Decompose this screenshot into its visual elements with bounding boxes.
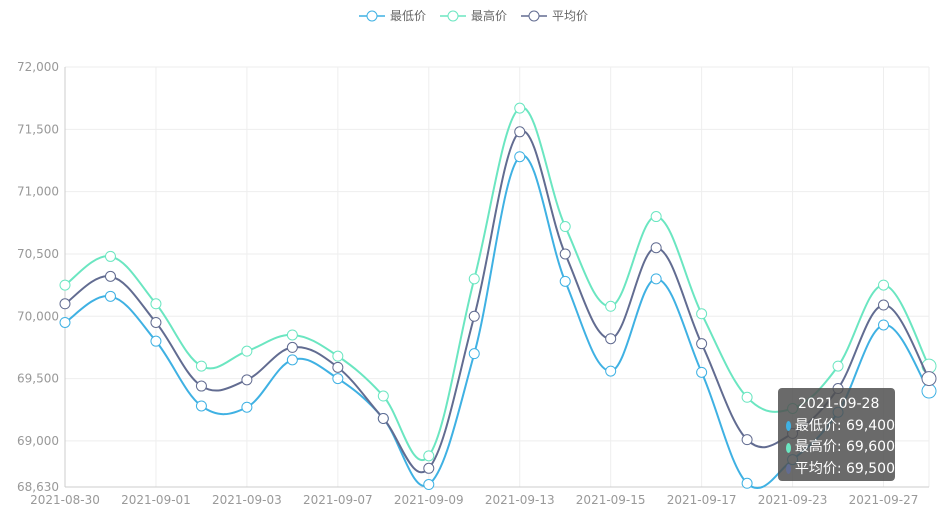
tooltip-row-avg: 平均价: 69,500: [786, 459, 895, 481]
point-high: [650, 211, 662, 223]
legend-avg-icon: [521, 10, 547, 21]
x-tick-label: 2021-08-30: [30, 493, 100, 507]
point-avg: [423, 462, 435, 474]
point-high: [832, 360, 844, 372]
point-avg: [332, 361, 344, 373]
point-high: [559, 221, 571, 233]
x-tick-label: 2021-09-03: [212, 493, 282, 507]
y-tick-label: 70,500: [17, 247, 59, 261]
point-avg: [195, 380, 207, 392]
point-high: [741, 391, 753, 403]
point-low: [195, 400, 207, 412]
point-avg: [104, 270, 116, 282]
point-high: [332, 350, 344, 362]
point-low: [468, 348, 480, 360]
point-avg: [377, 412, 389, 424]
y-tick-label: 71,000: [17, 185, 59, 199]
point-low: [605, 365, 617, 377]
legend-avg-label: 平均价: [552, 9, 589, 23]
x-tick-label: 2021-09-09: [394, 493, 464, 507]
point-low: [741, 477, 753, 489]
point-high: [195, 360, 207, 372]
legend-low-label: 最低价: [389, 9, 426, 23]
point-avg: [514, 126, 526, 138]
y-tick-label: 70,000: [17, 309, 59, 323]
point-avg: [741, 434, 753, 446]
point-high: [377, 390, 389, 402]
legend-high-icon: [439, 10, 466, 21]
point-low: [241, 401, 253, 413]
tooltip-title: 2021-09-28: [798, 396, 880, 412]
point-low: [921, 383, 937, 399]
point-avg: [921, 371, 937, 387]
x-tick-label: 2021-09-13: [485, 493, 555, 507]
point-high: [514, 102, 526, 114]
point-low: [59, 316, 71, 328]
tooltip-avg-dot-icon: [786, 464, 791, 475]
x-tick-label: 2021-09-15: [576, 493, 646, 507]
point-low: [332, 373, 344, 385]
x-tick-label: 2021-09-07: [303, 493, 373, 507]
y-tick-label: 69,500: [17, 372, 59, 386]
tooltip: 2021-09-28 最低价: 69,400 最高价: 69,600 平均价: …: [778, 388, 895, 481]
legend-high-label: 最高价: [470, 9, 507, 23]
legend-item-high[interactable]: 最高价: [439, 7, 507, 24]
point-low: [696, 366, 708, 378]
point-high: [286, 329, 298, 341]
legend-low-icon: [358, 10, 385, 21]
point-low: [104, 290, 116, 302]
point-avg: [286, 341, 298, 353]
x-tick-label: 2021-09-01: [121, 493, 191, 507]
point-avg: [241, 374, 253, 386]
point-high: [696, 308, 708, 320]
tooltip-low-text: 最低价: 69,400: [794, 417, 895, 434]
point-high: [605, 300, 617, 312]
point-high: [878, 279, 890, 291]
point-low: [559, 275, 571, 287]
point-avg: [59, 298, 71, 310]
tooltip-high-dot-icon: [786, 442, 791, 453]
tooltip-row-low: 最低价: 69,400: [786, 416, 895, 438]
point-avg: [696, 338, 708, 350]
tooltip-avg-text: 平均价: 69,500: [794, 460, 895, 477]
point-high: [468, 273, 480, 285]
point-low: [286, 354, 298, 366]
x-tick-label: 2021-09-27: [849, 493, 919, 507]
point-avg: [559, 248, 571, 260]
point-high: [241, 345, 253, 357]
tooltip-row-high: 最高价: 69,600: [786, 437, 895, 459]
point-avg: [650, 242, 662, 254]
point-high: [104, 250, 116, 262]
legend-item-low[interactable]: 最低价: [358, 7, 426, 24]
point-high: [423, 450, 435, 462]
tooltip-low-dot-icon: [786, 421, 791, 432]
point-low: [878, 319, 890, 331]
x-tick-label: 2021-09-17: [667, 493, 737, 507]
legend: 最低价 最高价 平均价: [0, 7, 947, 24]
point-avg: [878, 299, 890, 311]
y-tick-label: 69,000: [17, 434, 59, 448]
point-high: [150, 298, 162, 310]
point-low: [650, 273, 662, 285]
point-low: [514, 151, 526, 163]
tooltip-high-text: 最高价: 69,600: [794, 439, 895, 455]
point-low: [423, 479, 435, 491]
point-low: [150, 335, 162, 347]
x-tick-label: 2021-09-23: [758, 493, 828, 507]
y-tick-label: 68,630: [17, 480, 59, 494]
legend-item-avg[interactable]: 平均价: [521, 7, 588, 24]
y-tick-label: 72,000: [17, 60, 59, 74]
point-avg: [468, 310, 480, 322]
point-high: [59, 279, 71, 291]
y-tick-label: 71,500: [17, 122, 59, 136]
point-avg: [150, 316, 162, 328]
point-avg: [605, 333, 617, 345]
